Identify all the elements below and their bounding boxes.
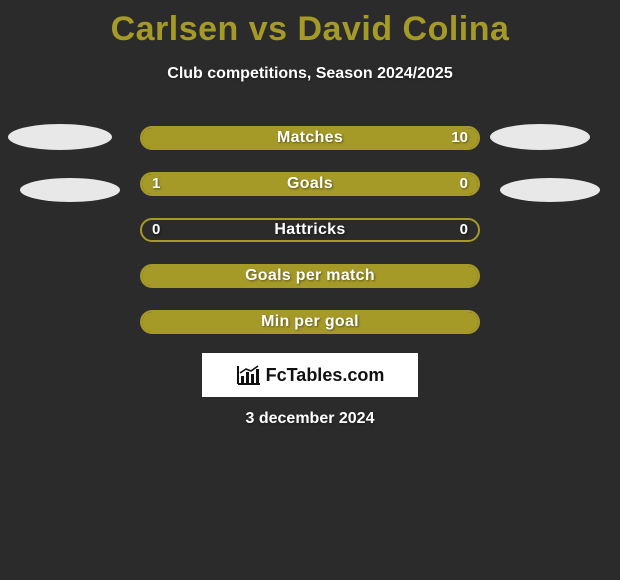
- ellipse-left-bottom: [20, 178, 120, 202]
- bar-row: Hattricks0 0: [140, 218, 480, 242]
- ellipse-left-top: [8, 124, 112, 150]
- bar-label: Hattricks: [142, 220, 478, 240]
- bar-value-left: 1: [152, 174, 160, 194]
- brand-box: FcTables.com: [202, 353, 418, 397]
- bar-value-right: 10: [451, 128, 468, 148]
- brand-name: FcTables.com: [266, 365, 385, 386]
- bar-label: Goals per match: [142, 266, 478, 286]
- ellipse-right-bottom: [500, 178, 600, 202]
- bar-row: Matches10: [140, 126, 480, 150]
- bar-label: Min per goal: [142, 312, 478, 332]
- bar-value-left: 0: [152, 220, 160, 240]
- bar-value-right: 0: [460, 220, 468, 240]
- bar-row: Min per goal: [140, 310, 480, 334]
- bar-value-right: 0: [460, 174, 468, 194]
- footer-date: 3 december 2024: [0, 410, 620, 428]
- bar-label: Goals: [142, 174, 478, 194]
- brand-chart-icon: [236, 364, 262, 386]
- bar-row: Goals1 0: [140, 172, 480, 196]
- comparison-bars: Matches10Goals10Hattricks00Goals per mat…: [140, 126, 480, 356]
- bar-row: Goals per match: [140, 264, 480, 288]
- bar-label: Matches: [142, 128, 478, 148]
- ellipse-right-top: [490, 124, 590, 150]
